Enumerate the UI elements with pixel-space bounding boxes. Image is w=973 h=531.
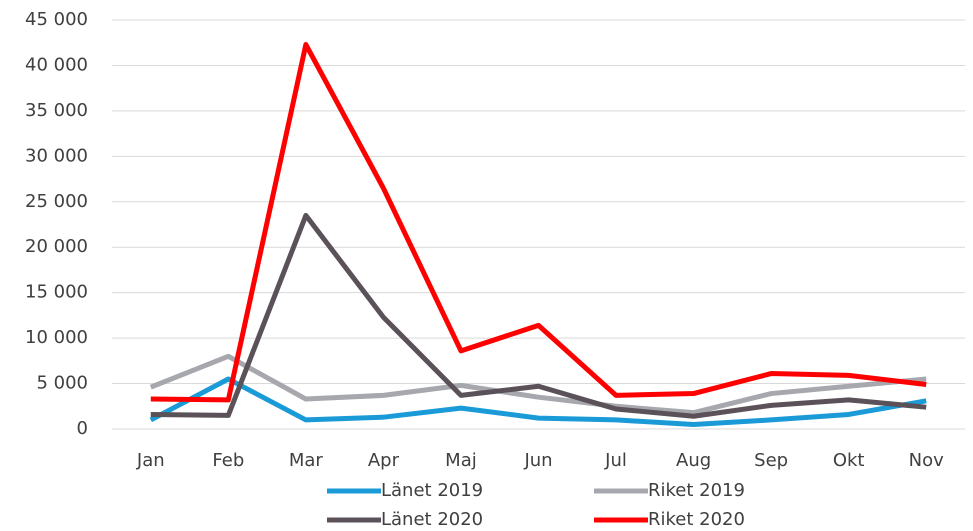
legend-label: Riket 2019: [648, 480, 745, 501]
y-tick-label: 40 000: [25, 54, 88, 75]
y-tick-label: 25 000: [25, 191, 88, 212]
y-tick-label: 45 000: [25, 9, 88, 30]
x-tick-label: Okt: [833, 450, 865, 471]
legend-label: Länet 2019: [381, 480, 483, 501]
x-tick-label: Nov: [909, 450, 944, 471]
x-tick-label: Sep: [754, 450, 788, 471]
x-tick-label: Jun: [523, 450, 552, 471]
legend-label: Länet 2020: [381, 509, 483, 530]
x-tick-label: Mar: [289, 450, 324, 471]
x-tick-label: Jan: [136, 450, 165, 471]
line-series: [149, 376, 927, 427]
x-tick-label: Jul: [604, 450, 627, 471]
x-tick-label: Aug: [676, 450, 711, 471]
y-tick-label: 10 000: [25, 327, 88, 348]
x-tick-label: Maj: [445, 450, 477, 471]
y-tick-label: 20 000: [25, 236, 88, 257]
x-tick-label: Feb: [212, 450, 244, 471]
y-tick-label: 15 000: [25, 282, 88, 303]
x-tick-label: Apr: [368, 450, 400, 471]
line-series: [150, 42, 927, 403]
y-tick-label: 5 000: [36, 373, 88, 394]
y-tick-label: 30 000: [25, 145, 88, 166]
y-tick-label: 0: [77, 418, 88, 439]
line-series: [149, 353, 927, 416]
line-series: [150, 212, 927, 419]
y-tick-label: 35 000: [25, 100, 88, 121]
legend-label: Riket 2020: [648, 509, 745, 530]
